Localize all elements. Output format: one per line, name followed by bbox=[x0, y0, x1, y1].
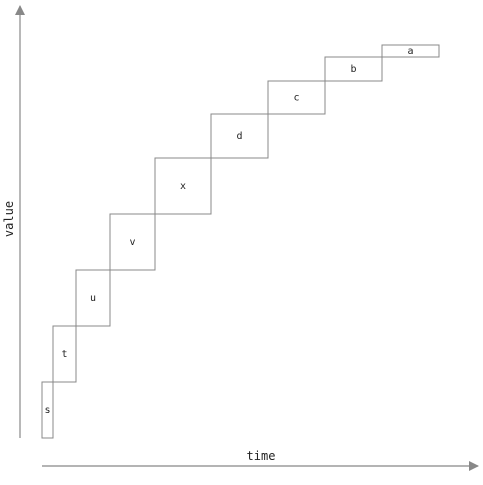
step-box-b bbox=[324, 56, 383, 82]
step-label-c: c bbox=[293, 93, 299, 104]
step-label-v: v bbox=[129, 237, 135, 248]
step-box-s bbox=[41, 381, 54, 439]
step-label-a: a bbox=[407, 46, 413, 57]
x-axis-label: time bbox=[247, 449, 276, 463]
step-box-t bbox=[52, 325, 77, 383]
step-box-x bbox=[154, 157, 212, 215]
step-label-s: s bbox=[44, 405, 50, 416]
steps-group: s t u v x d c b a bbox=[41, 44, 440, 439]
step-label-x: x bbox=[180, 181, 186, 192]
step-label-d: d bbox=[236, 131, 242, 142]
step-label-t: t bbox=[61, 349, 67, 360]
y-axis-label: value bbox=[2, 201, 16, 237]
step-box-a bbox=[381, 44, 440, 58]
step-label-u: u bbox=[90, 293, 96, 304]
step-box-c bbox=[267, 80, 326, 115]
step-box-u bbox=[75, 269, 111, 327]
step-box-v bbox=[109, 213, 156, 271]
step-box-d bbox=[210, 113, 269, 159]
step-label-b: b bbox=[350, 64, 356, 75]
